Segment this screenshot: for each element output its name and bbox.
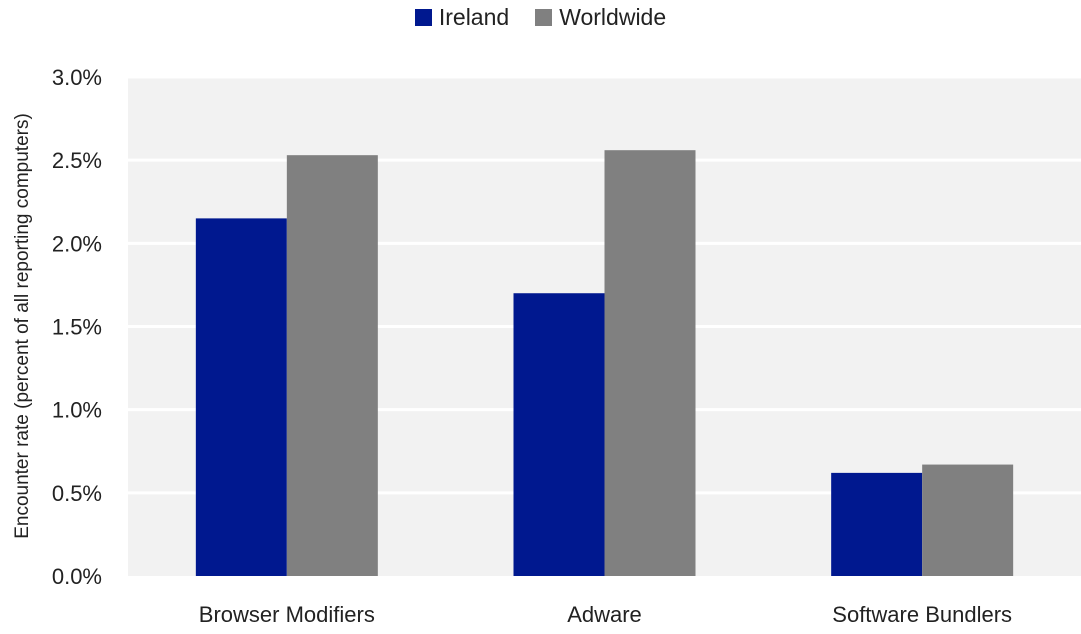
legend-item-ireland: Ireland — [414, 4, 510, 31]
x-tick-label: Software Bundlers — [832, 602, 1012, 627]
bar-ireland-adware — [513, 293, 605, 576]
y-axis-label: Encounter rate (percent of all reporting… — [12, 113, 33, 539]
legend-label-worldwide: Worldwide — [559, 4, 667, 30]
x-axis-ticks: Browser Modifiers Adware Software Bundlers — [199, 602, 1012, 627]
y-tick-label: 1.0% — [52, 398, 102, 423]
y-tick-label: 0.5% — [52, 481, 102, 506]
x-tick-label: Adware — [567, 602, 642, 627]
bar-ireland-software-bundlers — [831, 472, 923, 576]
y-tick-label: 3.0% — [52, 65, 102, 90]
bar-worldwide-software-bundlers — [922, 464, 1014, 576]
y-tick-label: 1.5% — [52, 315, 102, 340]
bar-ireland-browser-modifiers — [195, 218, 287, 576]
legend-label-ireland: Ireland — [438, 4, 510, 30]
bar-worldwide-browser-modifiers — [286, 155, 378, 576]
y-tick-label: 2.5% — [52, 148, 102, 173]
legend-swatch-ireland — [414, 9, 432, 26]
bar-worldwide-adware — [604, 150, 696, 577]
bars — [195, 150, 1014, 577]
y-tick-label: 0.0% — [52, 564, 102, 589]
x-tick-label: Browser Modifiers — [199, 602, 375, 627]
legend-item-worldwide: Worldwide — [535, 4, 666, 31]
y-axis-ticks: 0.0% 0.5% 1.0% 1.5% 2.0% 2.5% 3.0% — [52, 65, 102, 589]
chart-legend: Ireland Worldwide — [0, 4, 1081, 31]
legend-swatch-worldwide — [535, 9, 553, 26]
y-tick-label: 2.0% — [52, 231, 102, 256]
